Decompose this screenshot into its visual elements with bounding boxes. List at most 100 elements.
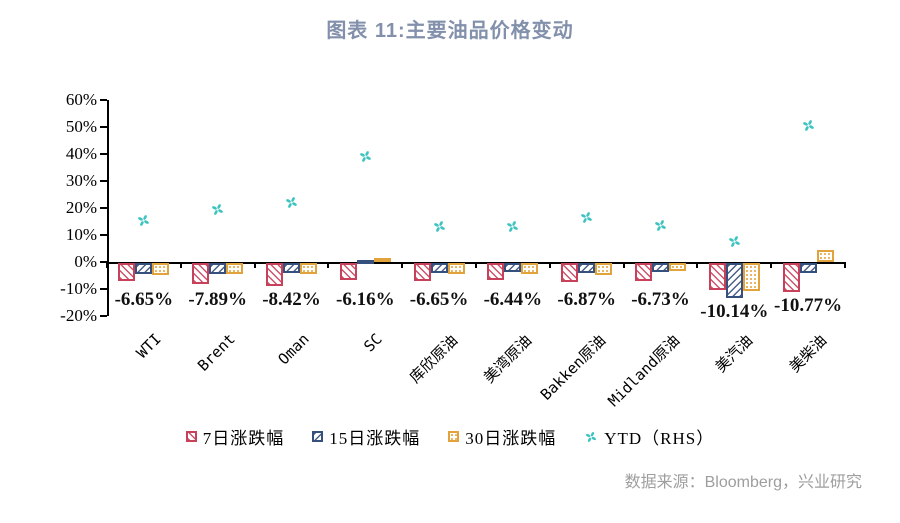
y-tick-mark [100, 153, 107, 155]
ytd-pinwheel-icon [507, 221, 519, 233]
legend-item-3: 30日涨跌幅 [448, 424, 556, 449]
ytd-marker-7 [579, 210, 594, 225]
bar-series3-6 [521, 263, 539, 275]
y-tick-label: -20% [60, 306, 97, 325]
x-tick-mark [622, 262, 625, 268]
legend-item-1: 7日涨跌幅 [185, 424, 285, 449]
ytd-marker-9 [727, 234, 742, 249]
bar-series2-2 [209, 263, 227, 274]
ytd-marker-3 [284, 195, 299, 210]
x-tick-mark [401, 262, 404, 268]
bar-value-label: -6.16% [336, 288, 395, 310]
bar-series1-9 [708, 263, 726, 291]
x-tick-mark [770, 262, 773, 268]
bar-value-label: -8.42% [262, 288, 321, 310]
chart-title: 图表 11:主要油品价格变动 [326, 20, 574, 42]
bar-value-label: -7.89% [188, 288, 247, 310]
y-tick-mark [100, 126, 107, 128]
source-note: 数据来源：Bloomberg，兴业研究 [624, 474, 862, 491]
y-tick-label: 60% [65, 90, 97, 109]
legend-label: 7日涨跌幅 [202, 429, 285, 448]
bar-series3-3 [300, 263, 317, 274]
bar-value-label: -6.65% [114, 288, 174, 310]
ytd-pinwheel-icon [212, 204, 223, 215]
bar-series2-6 [504, 263, 522, 273]
bar-series3-8 [669, 263, 686, 272]
bar-series3-10 [816, 250, 834, 262]
ytd-marker-10 [801, 118, 816, 133]
bar-series1-3 [266, 263, 283, 286]
y-tick-label: 50% [65, 117, 97, 136]
bar-series3-7 [595, 263, 613, 275]
y-tick-label: 30% [65, 171, 97, 190]
bar-value-label: -6.44% [483, 288, 543, 310]
ytd-marker-1 [136, 213, 151, 228]
legend-label: 30日涨跌幅 [465, 429, 557, 448]
bar-series1-4 [339, 263, 357, 280]
ytd-marker-6 [505, 219, 520, 234]
bar-series2-5 [430, 263, 448, 273]
x-tick-mark [253, 262, 256, 268]
y-tick-label: 20% [65, 198, 97, 217]
legend-swatch-icon [312, 431, 324, 442]
y-tick-mark [100, 261, 107, 263]
bar-series1-6 [487, 263, 505, 281]
y-tick-label: -10% [60, 279, 97, 298]
bar-series1-7 [561, 263, 579, 282]
bar-series2-8 [652, 263, 669, 273]
x-tick-mark [844, 262, 846, 268]
bar-series2-3 [283, 263, 300, 273]
bar-series2-1 [135, 263, 153, 274]
y-axis-line [107, 100, 109, 316]
bar-series3-9 [742, 263, 760, 292]
legend-item-2: 15日涨跌幅 [312, 424, 420, 449]
bar-series2-10 [799, 263, 817, 274]
ytd-pinwheel-icon [286, 197, 297, 208]
plot-area: 60% 50% 40% 30% 20% 10% 0% -10% -20% -6.65% WTI -7.… [60, 90, 846, 410]
y-tick-mark [100, 207, 107, 209]
legend: 7日涨跌幅 15日涨跌幅 30日涨跌幅 YTD（RHS） [0, 424, 900, 449]
ytd-marker-2 [210, 202, 225, 217]
ytd-pinwheel-icon [433, 221, 445, 233]
ytd-pinwheel-icon [581, 212, 592, 223]
ytd-marker-4 [358, 149, 373, 164]
ytd-marker-5 [432, 219, 447, 234]
y-tick-mark [100, 99, 107, 101]
x-tick-mark [696, 262, 699, 268]
legend-label: 15日涨跌幅 [329, 429, 421, 448]
x-tick-mark [106, 262, 108, 268]
bar-series2-7 [578, 263, 596, 274]
bar-value-label: -6.87% [557, 288, 616, 310]
y-tick-label: 10% [65, 225, 97, 244]
ytd-pinwheel-icon [138, 214, 150, 226]
x-tick-mark [327, 262, 330, 268]
legend-marker-icon [584, 430, 598, 444]
ytd-marker-8 [653, 218, 668, 233]
bar-series1-5 [413, 263, 431, 281]
ytd-pinwheel-icon [728, 236, 740, 248]
bar-series3-1 [152, 263, 170, 275]
x-tick-mark [548, 262, 551, 268]
y-tick-mark [100, 234, 107, 236]
bar-value-label: -10.77% [774, 295, 843, 317]
legend-swatch-icon [185, 431, 197, 442]
y-tick-label: 40% [65, 144, 97, 163]
bar-series3-2 [226, 263, 244, 275]
bar-series3-4 [373, 257, 391, 262]
x-tick-mark [179, 262, 182, 268]
bar-series1-8 [635, 263, 652, 282]
bar-series2-4 [356, 260, 374, 264]
legend-item-4: YTD（RHS） [584, 424, 714, 449]
y-tick-mark [100, 288, 107, 290]
ytd-pinwheel-icon [586, 431, 597, 442]
bar-series3-5 [447, 263, 465, 274]
legend-label: YTD（RHS） [604, 429, 715, 448]
bar-series1-2 [192, 263, 210, 285]
legend-swatch-icon [448, 431, 460, 442]
bar-series1-10 [782, 263, 800, 293]
y-tick-mark [100, 180, 107, 182]
bar-value-label: -10.14% [700, 300, 769, 322]
bar-series2-9 [725, 263, 743, 298]
y-tick-label: 0% [74, 252, 97, 271]
